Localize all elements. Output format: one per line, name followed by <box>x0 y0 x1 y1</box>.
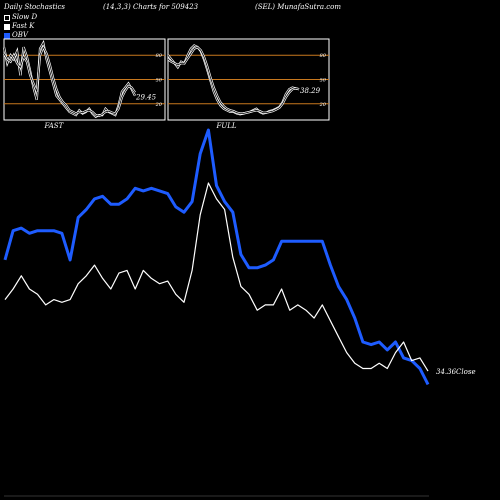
fast-tick-label-80: 80 <box>156 53 163 59</box>
full-tick-label-80: 80 <box>320 53 327 59</box>
full-tick-label-50: 50 <box>320 78 327 84</box>
legend-label-obv: OBV <box>12 31 28 39</box>
fast-tick-label-20: 20 <box>155 102 163 108</box>
legend-item-obv: OBV <box>4 31 37 40</box>
legend-label-slow-d: Slow D <box>12 13 38 21</box>
legend-item-fast-k: Fast K <box>4 22 37 31</box>
bottom-scroll-bar <box>4 495 429 497</box>
close-line <box>4 182 429 372</box>
fast-tick-label-50: 50 <box>156 78 163 84</box>
close-last-value-label: 34.36Close <box>436 368 476 376</box>
legend-swatch-obv <box>4 32 10 39</box>
legend-item-slow-d: Slow D <box>4 13 37 22</box>
legend: Slow D Fast K OBV <box>4 13 37 40</box>
legend-swatch-slow-d <box>4 14 10 21</box>
chart-type-title: Daily Stochastics <box>4 3 66 11</box>
full-panel-title: FULL <box>216 122 237 130</box>
legend-swatch-fast-k <box>4 23 10 30</box>
full-series-line-1 <box>167 46 300 114</box>
full-last-value-label: 38.29 <box>300 87 321 95</box>
full-tick-label-20: 20 <box>319 102 327 108</box>
obv-line <box>3 128 430 386</box>
site-title: (SEL) MunafaSutra.com <box>255 3 341 11</box>
fast-series-line-1 <box>3 46 136 117</box>
fast-last-value-label: 29.45 <box>135 94 157 102</box>
legend-label-fast-k: Fast K <box>12 22 35 30</box>
fast-panel-title: FAST <box>44 122 65 130</box>
chart-params-title: (14,3,3) Charts for 509423 <box>103 3 199 11</box>
